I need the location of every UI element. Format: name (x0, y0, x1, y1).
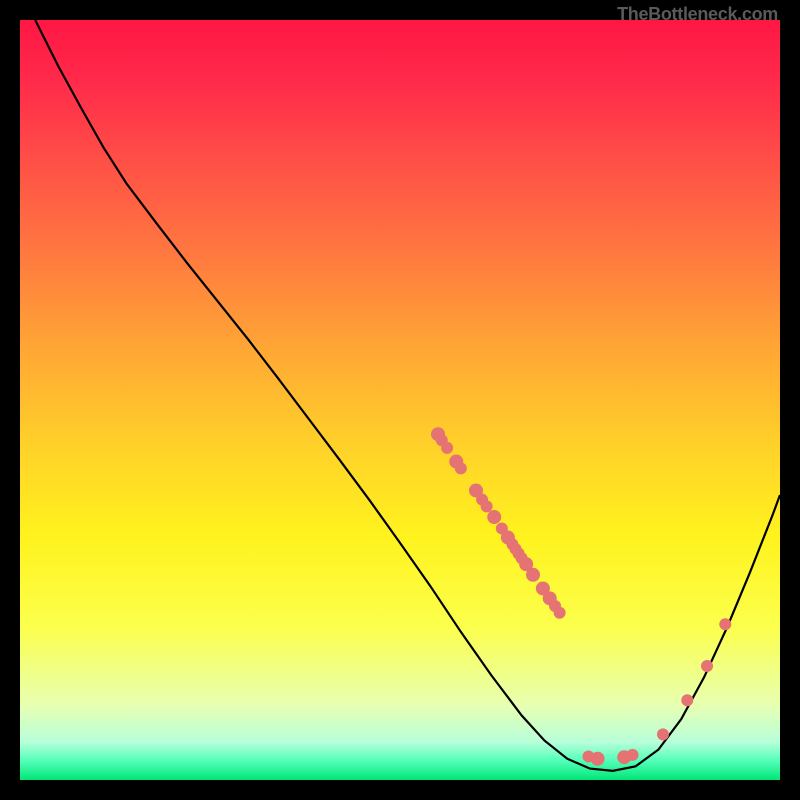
data-marker (657, 728, 669, 740)
bottleneck-curve (35, 20, 780, 771)
data-marker (591, 752, 605, 766)
data-marker (481, 500, 493, 512)
data-marker (719, 618, 731, 630)
data-markers (431, 427, 731, 766)
data-marker (681, 694, 693, 706)
chart-curve-layer (20, 20, 780, 780)
data-marker (441, 442, 453, 454)
data-marker (627, 749, 639, 761)
data-marker (554, 607, 566, 619)
data-marker (701, 660, 713, 672)
data-marker (455, 462, 467, 474)
bottleneck-chart (20, 20, 780, 780)
data-marker (526, 568, 540, 582)
data-marker (487, 510, 501, 524)
